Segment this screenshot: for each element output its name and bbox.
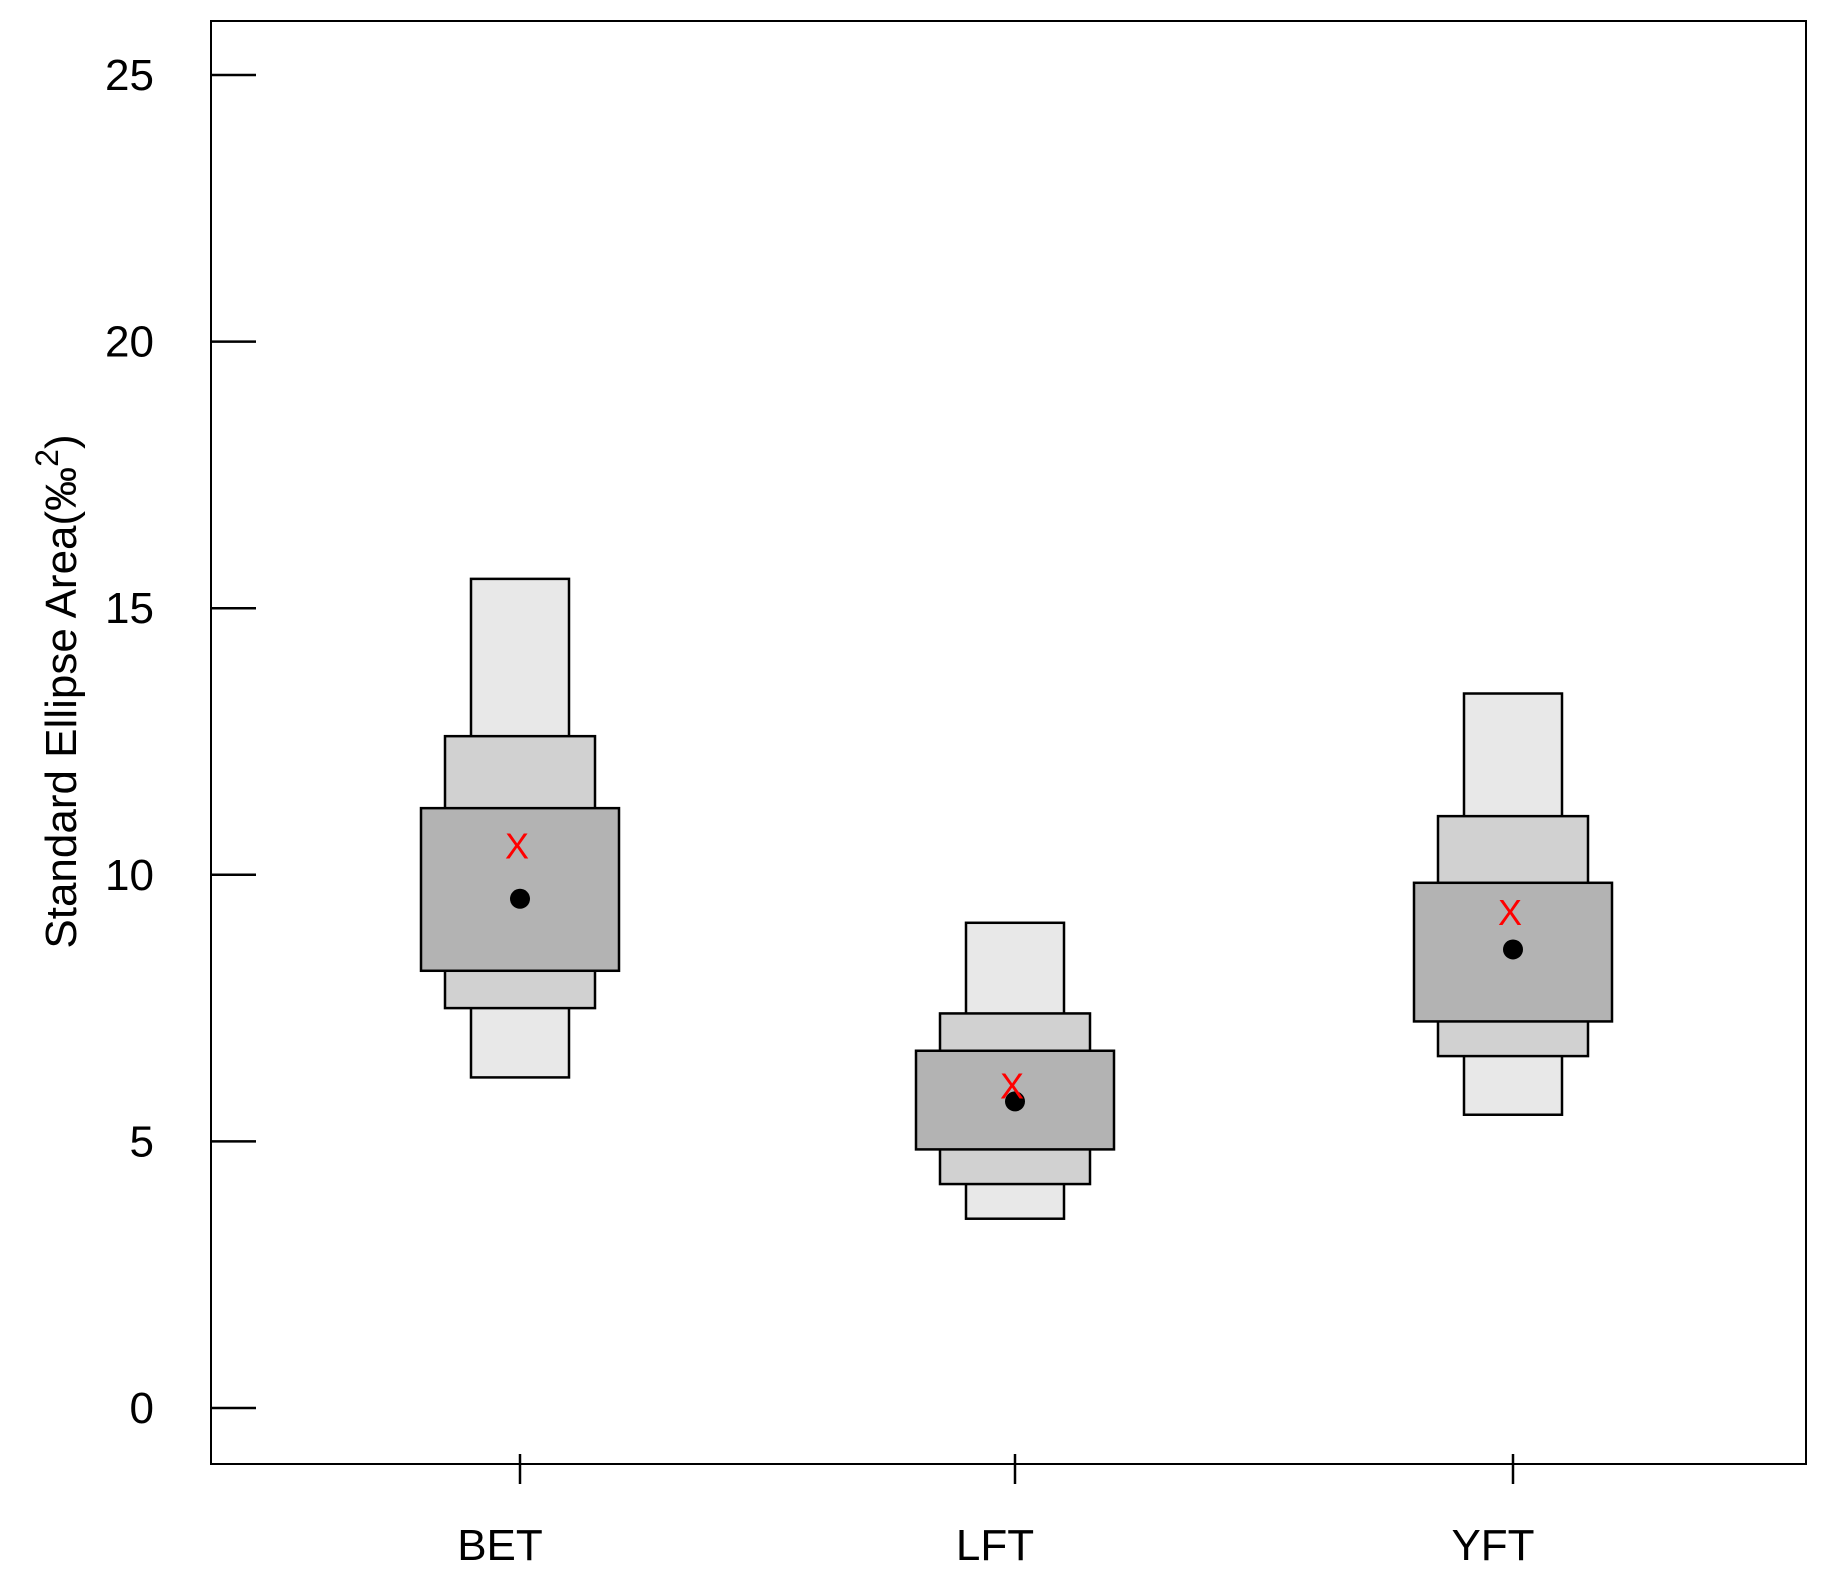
category-label-bet: BET [457,1521,543,1570]
y-tick-label: 20 [105,318,154,367]
y-axis-title-text: Standard Ellipse Area(‰ [37,467,86,949]
y-tick-label: 10 [105,851,154,900]
plot-frame [210,20,1807,1465]
point-marks: X X X [505,825,1523,1112]
y-tick-label: 5 [130,1117,154,1166]
y-tick-label: 0 [130,1384,154,1433]
y-axis-title: Standard Ellipse Area(‰2) [29,434,86,948]
category-label-yft: YFT [1451,1521,1534,1570]
sample-estimate-marker-yft: X [1498,892,1522,933]
sample-estimate-marker-lft: X [1000,1065,1024,1106]
mode-point-lft [1005,1091,1025,1112]
y-axis-title-close: ) [37,434,86,449]
sample-estimate-marker-bet: X [505,825,529,866]
x-axis: BET LFT YFT [457,1454,1535,1570]
y-tick-label: 15 [105,584,154,633]
credible-interval-boxes [419,577,1614,1220]
y-tick-label: 25 [105,51,154,100]
y-axis: 0 5 10 15 20 25 [105,51,256,1433]
mode-point-yft [1503,939,1523,960]
mode-point-bet [510,888,530,909]
category-label-lft: LFT [956,1521,1034,1570]
y-axis-title-superscript: 2 [29,449,65,467]
